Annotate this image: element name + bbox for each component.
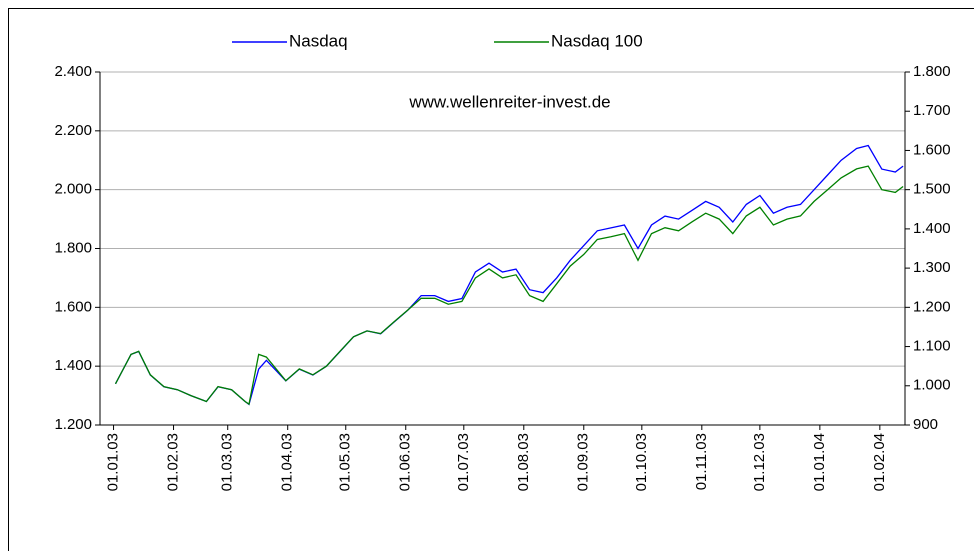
y-tick-label: 1.200 [54,416,92,433]
x-tick-label: 01.01.03 [105,433,122,491]
x-tick-label: 01.10.03 [633,433,650,491]
y-tick-label: 2.000 [54,181,92,198]
x-tick-label: 01.01.04 [811,433,828,491]
x-tick-label: 01.08.03 [515,433,532,491]
y2-tick-label: 1.600 [913,141,951,158]
y-tick-label: 1.800 [54,239,92,256]
y-tick-label: 2.400 [54,63,92,80]
x-tick-label: 01.02.04 [871,433,888,491]
x-tick-label: 01.03.03 [219,433,236,491]
annotation: www.wellenreiter-invest.de [408,92,610,111]
x-tick-label: 01.06.03 [397,433,414,491]
y2-tick-label: 1.200 [913,298,951,315]
y2-tick-label: 1.400 [913,220,951,237]
y2-tick-label: 1.000 [913,377,951,394]
y2-tick-label: 1.500 [913,181,951,198]
x-tick-label: 01.02.03 [165,433,182,491]
x-tick-label: 01.12.03 [751,433,768,491]
y2-tick-label: 1.800 [913,63,951,80]
legend-label: Nasdaq [289,31,348,50]
x-tick-label: 01.04.03 [279,433,296,491]
series-line [114,165,904,406]
y-tick-label: 1.400 [54,357,92,374]
y2-tick-label: 900 [913,416,938,433]
x-tick-label: 01.07.03 [455,433,472,491]
y2-tick-label: 1.100 [913,338,951,355]
chart-frame [8,8,974,551]
y2-tick-label: 1.700 [913,102,951,119]
y-tick-label: 2.200 [54,122,92,139]
x-tick-label: 01.11.03 [693,433,710,490]
legend-label: Nasdaq 100 [551,31,643,50]
x-tick-label: 01.09.03 [575,433,592,491]
y-tick-label: 1.600 [54,298,92,315]
x-tick-label: 01.05.03 [337,433,354,491]
y2-tick-label: 1.300 [913,259,951,276]
